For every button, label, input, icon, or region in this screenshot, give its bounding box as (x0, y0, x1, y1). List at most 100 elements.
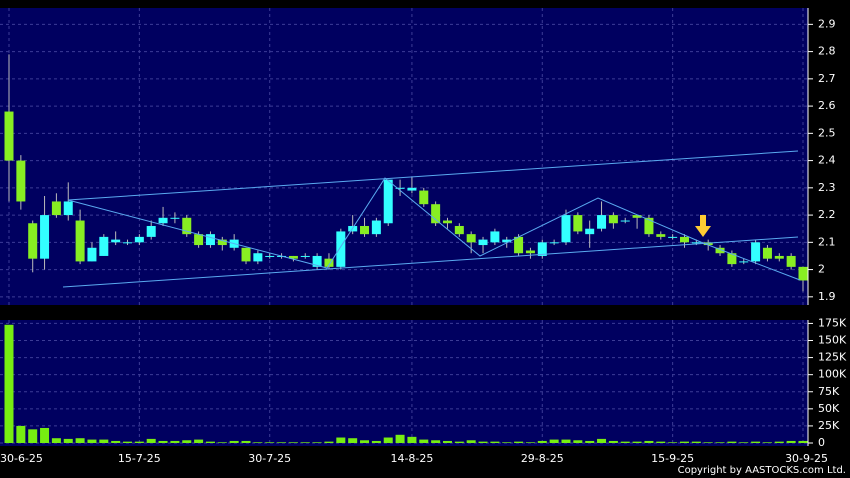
volume-bar (134, 441, 144, 443)
volume-bar (632, 441, 642, 443)
volume-bar (466, 440, 476, 443)
volume-bar (265, 442, 275, 443)
candle-body (40, 215, 50, 259)
volume-bar (87, 439, 97, 443)
volume-bar (537, 440, 547, 443)
volume-bar (51, 438, 61, 443)
candle-body (514, 236, 524, 254)
volume-bar (40, 427, 50, 443)
volume-bar (703, 442, 713, 443)
candle-body (525, 250, 535, 254)
candle-body (656, 234, 666, 237)
candle-body (691, 242, 701, 244)
volume-bar (608, 440, 618, 443)
candle-body (16, 160, 26, 202)
volume-bar (525, 442, 535, 443)
volume-bar (715, 442, 725, 443)
y-tick-label: 1.9 (818, 290, 836, 303)
candle-body (217, 239, 227, 246)
volume-bar (786, 440, 796, 443)
candle-body (466, 234, 476, 243)
x-tick-label: 30-6-25 (0, 452, 43, 465)
candle-body (644, 217, 654, 235)
candle-body (703, 242, 713, 246)
volume-bar (502, 442, 512, 443)
volume-bar (561, 439, 571, 443)
candle-body (632, 215, 642, 218)
candle-body (798, 266, 808, 281)
y-tick-label: 2.9 (818, 17, 836, 30)
candle-body (265, 255, 275, 257)
volume-bar (774, 441, 784, 443)
volume-bar (205, 441, 215, 443)
y-tick-label: 175K (818, 316, 847, 329)
candle-body (146, 225, 156, 237)
trend-lines (62, 150, 801, 288)
candle-body (288, 255, 298, 259)
volume-bar (28, 429, 38, 443)
volume-bar (585, 440, 595, 443)
volume-bar (4, 324, 14, 443)
candle-body (324, 258, 334, 267)
volume-bar (751, 441, 761, 443)
volume-bar (431, 440, 441, 443)
volume-bar (656, 441, 666, 443)
volume-bar (395, 434, 405, 443)
candle-body (490, 231, 500, 243)
volume-bar (277, 442, 287, 443)
y-tick-label: 2.6 (818, 99, 836, 112)
candle-body (431, 204, 441, 224)
candle-body (668, 236, 678, 238)
volume-bar (549, 439, 559, 443)
volume-bar (300, 442, 310, 443)
candle-body (478, 239, 488, 246)
volume-bar (620, 441, 630, 443)
arrow-marker (695, 215, 711, 237)
volume-bar (75, 438, 85, 443)
volume-bar (99, 439, 109, 443)
y-tick-label: 2.1 (818, 235, 836, 248)
y-tick-label: 2.7 (818, 72, 836, 85)
volume-bar (739, 442, 749, 443)
volume-bar (229, 440, 239, 443)
candle-body (336, 231, 346, 267)
candle-body (395, 187, 405, 189)
y-tick-label: 150K (818, 334, 847, 347)
volume-bar (146, 438, 156, 443)
candle-body (549, 242, 559, 244)
volume-bar (691, 441, 701, 443)
candle-body (158, 217, 168, 224)
y-tick-label: 100K (818, 368, 847, 381)
volume-bar (668, 442, 678, 443)
volume-bar (63, 438, 73, 443)
volume-bar (442, 440, 452, 443)
volume-bar (383, 437, 393, 443)
x-tick-label: 30-7-25 (248, 452, 291, 465)
candle-body (751, 242, 761, 262)
candle-body (442, 220, 452, 224)
candle-body (182, 217, 192, 235)
volume-bar (16, 425, 26, 443)
candle-body (99, 236, 109, 256)
y-tick-label: 2.8 (818, 45, 836, 58)
candle-body (585, 228, 595, 235)
candle-body (170, 217, 180, 219)
volume-panel (0, 320, 808, 446)
copyright: Copyright by AASTOCKS.com Ltd. (678, 465, 846, 476)
volume-bar (798, 440, 808, 443)
candle-body (241, 247, 251, 262)
volume-bar (182, 440, 192, 443)
volume-bar (194, 439, 204, 443)
candle-body (774, 255, 784, 259)
candle-body (739, 261, 749, 263)
candle-body (194, 234, 204, 246)
x-tick-label: 29-8-25 (521, 452, 564, 465)
y-tick-label: 75K (818, 385, 840, 398)
candle-body (111, 239, 121, 243)
volume-bar (419, 439, 429, 443)
candle-body (419, 190, 429, 205)
volume-bar (111, 440, 121, 443)
volume-bar (253, 442, 263, 443)
candle-body (4, 111, 14, 161)
